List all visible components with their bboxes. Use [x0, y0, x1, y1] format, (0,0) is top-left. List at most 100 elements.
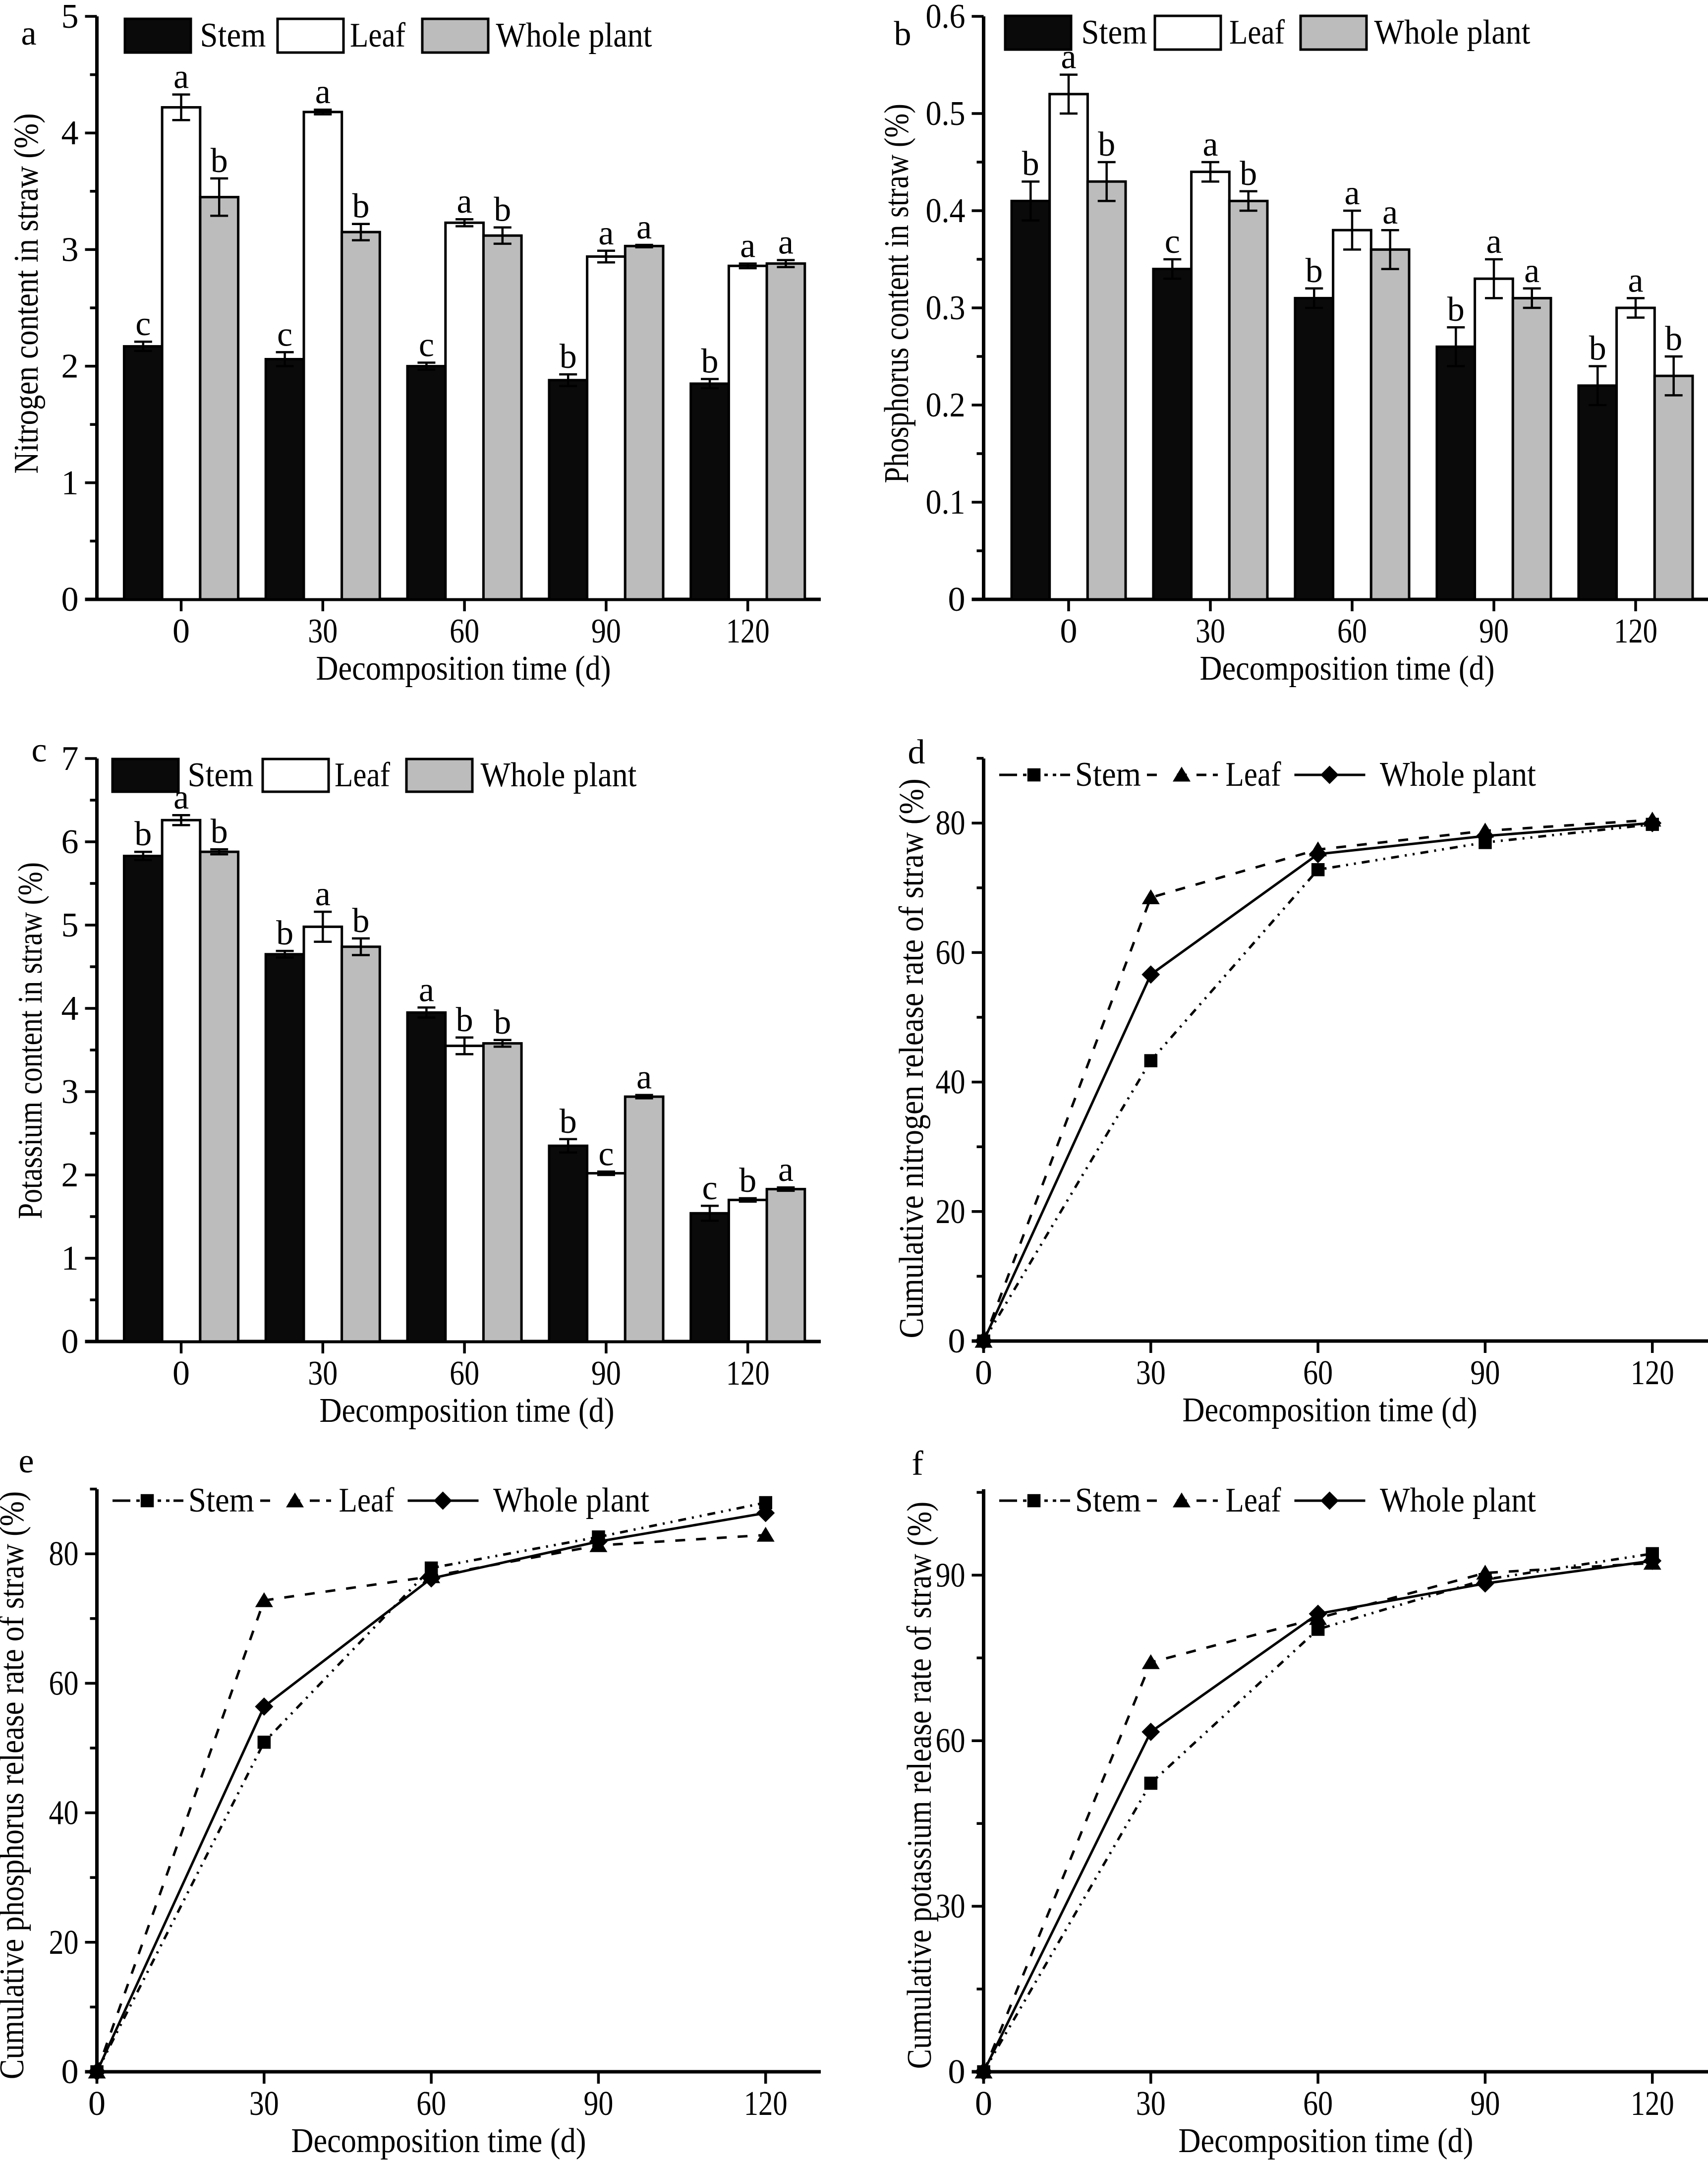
svg-text:Decomposition time (d): Decomposition time (d): [320, 1392, 615, 1430]
svg-text:a: a: [419, 971, 434, 1009]
svg-text:Stem: Stem: [1075, 756, 1141, 794]
svg-text:0: 0: [948, 1322, 966, 1360]
svg-text:7: 7: [61, 740, 79, 778]
svg-text:0.1: 0.1: [926, 483, 966, 522]
svg-text:a: a: [457, 182, 472, 221]
svg-text:0: 0: [1060, 612, 1078, 650]
svg-text:a: a: [21, 14, 36, 53]
svg-text:60: 60: [936, 934, 966, 972]
svg-text:0: 0: [61, 2053, 79, 2091]
svg-text:60: 60: [450, 1354, 479, 1393]
svg-text:a: a: [1344, 174, 1360, 212]
svg-text:40: 40: [936, 1063, 966, 1102]
svg-text:0: 0: [61, 1323, 79, 1361]
svg-text:a: a: [598, 214, 614, 252]
svg-text:b: b: [560, 1103, 577, 1141]
svg-text:b: b: [494, 1003, 511, 1042]
svg-text:30: 30: [308, 1354, 338, 1393]
svg-text:c: c: [31, 731, 47, 769]
svg-text:120: 120: [744, 2085, 788, 2123]
svg-text:a: a: [1202, 125, 1218, 164]
svg-text:a: a: [315, 73, 331, 111]
svg-text:Decomposition time (d): Decomposition time (d): [1179, 2122, 1474, 2160]
svg-text:Stem: Stem: [1082, 13, 1147, 52]
svg-text:120: 120: [726, 612, 770, 650]
svg-text:0: 0: [948, 2053, 966, 2091]
svg-text:Decomposition time (d): Decomposition time (d): [291, 2122, 586, 2160]
svg-text:b: b: [701, 343, 719, 381]
svg-text:20: 20: [936, 1193, 966, 1231]
svg-text:80: 80: [936, 804, 966, 842]
svg-text:0: 0: [172, 1354, 190, 1393]
svg-text:6: 6: [61, 823, 79, 861]
svg-text:90: 90: [936, 1556, 966, 1594]
svg-text:Phosphorus content in straw (: Phosphorus content in straw (%): [877, 104, 915, 483]
svg-text:Nitrogen content in straw (%): Nitrogen content in straw (%): [7, 113, 46, 473]
svg-text:Potassium content in straw (%): Potassium content in straw (%): [11, 862, 50, 1219]
svg-text:120: 120: [1631, 2085, 1674, 2123]
svg-text:Whole plant: Whole plant: [493, 1481, 649, 1519]
svg-text:b: b: [352, 187, 370, 226]
svg-text:f: f: [911, 1445, 923, 1483]
svg-text:Decomposition time (d): Decomposition time (d): [1200, 649, 1495, 688]
svg-text:60: 60: [450, 612, 479, 650]
svg-text:c: c: [702, 1169, 717, 1207]
svg-text:b: b: [560, 338, 577, 376]
svg-text:30: 30: [936, 1887, 966, 1926]
svg-text:b: b: [352, 902, 370, 940]
svg-text:b: b: [1098, 125, 1115, 164]
svg-text:a: a: [778, 224, 794, 262]
svg-text:Whole plant: Whole plant: [1380, 756, 1536, 794]
svg-text:c: c: [1165, 223, 1180, 261]
svg-text:0: 0: [172, 612, 190, 650]
svg-text:120: 120: [726, 1354, 770, 1393]
svg-text:30: 30: [1136, 1354, 1166, 1392]
svg-text:Leaf: Leaf: [335, 756, 391, 794]
svg-text:3: 3: [61, 1073, 79, 1111]
svg-text:0: 0: [975, 2085, 992, 2123]
svg-text:a: a: [1524, 252, 1539, 290]
svg-text:b: b: [494, 191, 511, 229]
svg-text:a: a: [173, 58, 189, 96]
svg-text:3: 3: [61, 231, 79, 269]
svg-text:5: 5: [61, 0, 79, 36]
svg-text:a: a: [740, 227, 755, 265]
svg-text:60: 60: [1303, 2085, 1333, 2123]
svg-text:a: a: [1628, 261, 1643, 299]
svg-text:Decomposition time (d): Decomposition time (d): [316, 649, 611, 688]
svg-text:Leaf: Leaf: [350, 16, 406, 55]
svg-text:Whole plant: Whole plant: [481, 756, 637, 794]
svg-text:Leaf: Leaf: [339, 1481, 395, 1519]
svg-text:a: a: [636, 1058, 652, 1097]
svg-text:30: 30: [1136, 2085, 1166, 2123]
svg-text:b: b: [1665, 320, 1682, 358]
svg-text:60: 60: [416, 2085, 446, 2123]
svg-text:1: 1: [61, 1239, 79, 1278]
svg-text:b: b: [1447, 291, 1465, 329]
svg-text:d: d: [908, 733, 925, 771]
svg-text:b: b: [1306, 252, 1323, 290]
svg-text:c: c: [135, 305, 151, 343]
svg-text:90: 90: [1470, 1354, 1500, 1392]
svg-text:30: 30: [308, 612, 338, 650]
svg-text:b: b: [1022, 145, 1039, 183]
svg-text:b: b: [211, 142, 228, 180]
svg-text:Cumulative potassium release r: Cumulative potassium release rate of str…: [901, 1502, 939, 2069]
svg-text:Decomposition time (d): Decomposition time (d): [1183, 1391, 1478, 1429]
svg-text:Cumulative phosphorus release: Cumulative phosphorus release rate of st…: [0, 1491, 31, 2079]
svg-text:60: 60: [49, 1664, 79, 1702]
svg-text:0.2: 0.2: [926, 386, 966, 424]
svg-text:b: b: [134, 815, 152, 853]
svg-text:30: 30: [1196, 612, 1225, 650]
svg-text:Cumulative nitrogen release ra: Cumulative nitrogen release rate of stra…: [893, 778, 931, 1338]
svg-text:5: 5: [61, 906, 79, 944]
svg-text:b: b: [456, 1001, 473, 1039]
svg-text:0: 0: [88, 2085, 106, 2123]
svg-text:Leaf: Leaf: [1226, 1481, 1282, 1519]
svg-text:90: 90: [1470, 2085, 1500, 2123]
svg-text:b: b: [1240, 155, 1257, 193]
svg-text:b: b: [894, 15, 911, 53]
svg-text:120: 120: [1631, 1354, 1674, 1392]
svg-text:a: a: [1382, 193, 1398, 232]
svg-text:e: e: [18, 1442, 34, 1480]
